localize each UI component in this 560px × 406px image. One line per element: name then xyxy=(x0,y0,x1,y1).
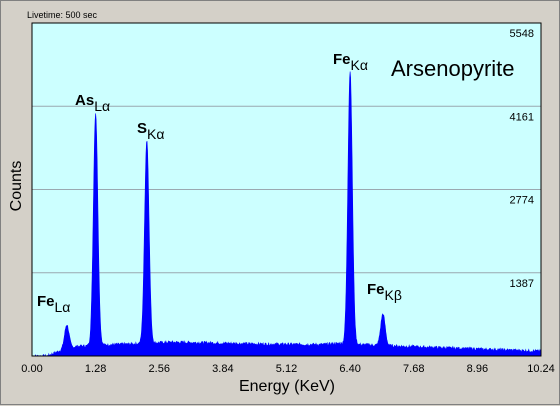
peak-label-s-ka: SKα xyxy=(137,120,164,142)
grid-lines xyxy=(32,105,541,274)
y-tick-labels: 1387 2774 4161 5548 xyxy=(510,28,534,290)
peak-label-fe-ka: FeKα xyxy=(333,51,368,73)
peak-label-fe-kb: FeKβ xyxy=(367,281,402,303)
x-tick-label: 10.24 xyxy=(527,363,555,375)
peak-label-fe-la: FeLα xyxy=(37,293,70,315)
y-tick-label: 4161 xyxy=(510,111,534,123)
spectrum-area xyxy=(31,71,542,357)
x-axis-title: Energy (KeV) xyxy=(239,378,335,395)
x-tick-label: 1.28 xyxy=(85,363,106,375)
plot-border xyxy=(31,22,542,357)
y-tick-label: 1387 xyxy=(510,278,534,290)
x-tick-label: 3.84 xyxy=(212,363,233,375)
y-axis-title: Counts xyxy=(8,161,25,212)
x-tick-labels: 0.00 1.28 2.56 3.84 5.12 6.40 7.68 8.96 10.24 xyxy=(21,363,554,375)
peak-label-as-la: AsLα xyxy=(75,92,110,114)
x-tick-label: 5.12 xyxy=(276,363,297,375)
x-tick-label: 0.00 xyxy=(21,363,42,375)
x-tick-label: 7.68 xyxy=(403,363,424,375)
y-tick-label: 5548 xyxy=(510,28,534,40)
x-tick-label: 2.56 xyxy=(149,363,170,375)
y-tick-label: 2774 xyxy=(510,195,534,207)
x-tick-label: 6.40 xyxy=(339,363,360,375)
livetime-label: Livetime: 500 sec xyxy=(27,10,98,20)
chart-title: Arsenopyrite xyxy=(391,56,515,81)
x-tick-label: 8.96 xyxy=(467,363,488,375)
